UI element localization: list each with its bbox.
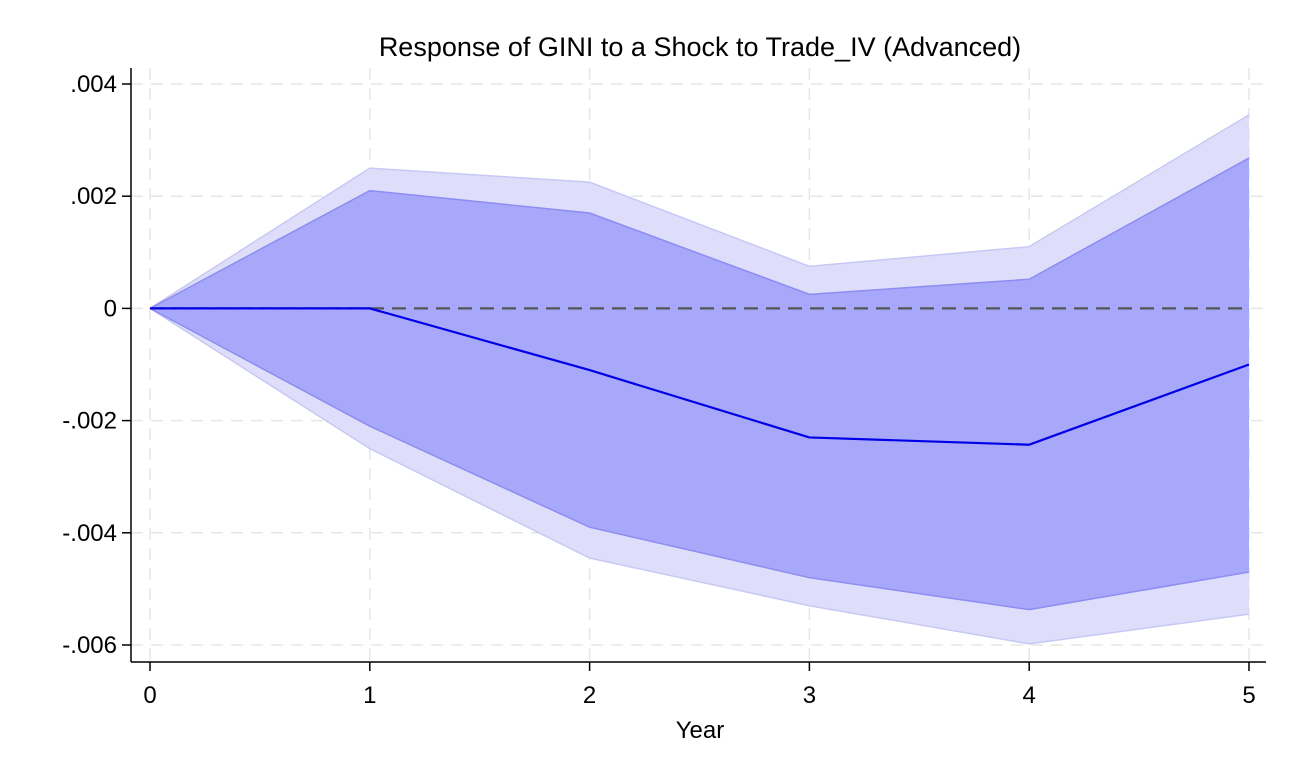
outer-band-upper-edge bbox=[149, 114, 1250, 310]
x-tick-label-4: 4 bbox=[1023, 682, 1036, 709]
y-tick-label-5: -.006 bbox=[62, 632, 117, 659]
y-tick-label-1: .002 bbox=[70, 183, 117, 210]
axes bbox=[130, 68, 1266, 663]
x-tick-label-5: 5 bbox=[1242, 682, 1255, 709]
confidence-bands bbox=[149, 114, 1250, 645]
x-tick-label-2: 2 bbox=[583, 682, 596, 709]
y-tick-label-2: 0 bbox=[104, 295, 117, 322]
y-tick-label-3: -.002 bbox=[62, 408, 117, 435]
y-tick-label-0: .004 bbox=[70, 71, 117, 98]
x-tick-label-3: 3 bbox=[803, 682, 816, 709]
irf-line bbox=[150, 307, 1250, 446]
irf-line-layer bbox=[149, 307, 1250, 446]
x-tick-label-0: 0 bbox=[143, 682, 156, 709]
x-axis-label: Year bbox=[676, 717, 725, 744]
inner-band-lower-edge bbox=[149, 307, 1250, 611]
y-tick-label-4: -.004 bbox=[62, 520, 117, 547]
inner-confidence-band bbox=[150, 158, 1249, 610]
chart-title: Response of GINI to a Shock to Trade_IV … bbox=[379, 32, 1021, 62]
inner-band-upper-edge bbox=[149, 157, 1250, 310]
outer-band-lower-edge bbox=[149, 307, 1250, 645]
x-tick-label-1: 1 bbox=[363, 682, 376, 709]
tick-labels: .004 .002 0 -.002 -.004 -.006 0 1 2 3 4 5 bbox=[62, 71, 1255, 709]
